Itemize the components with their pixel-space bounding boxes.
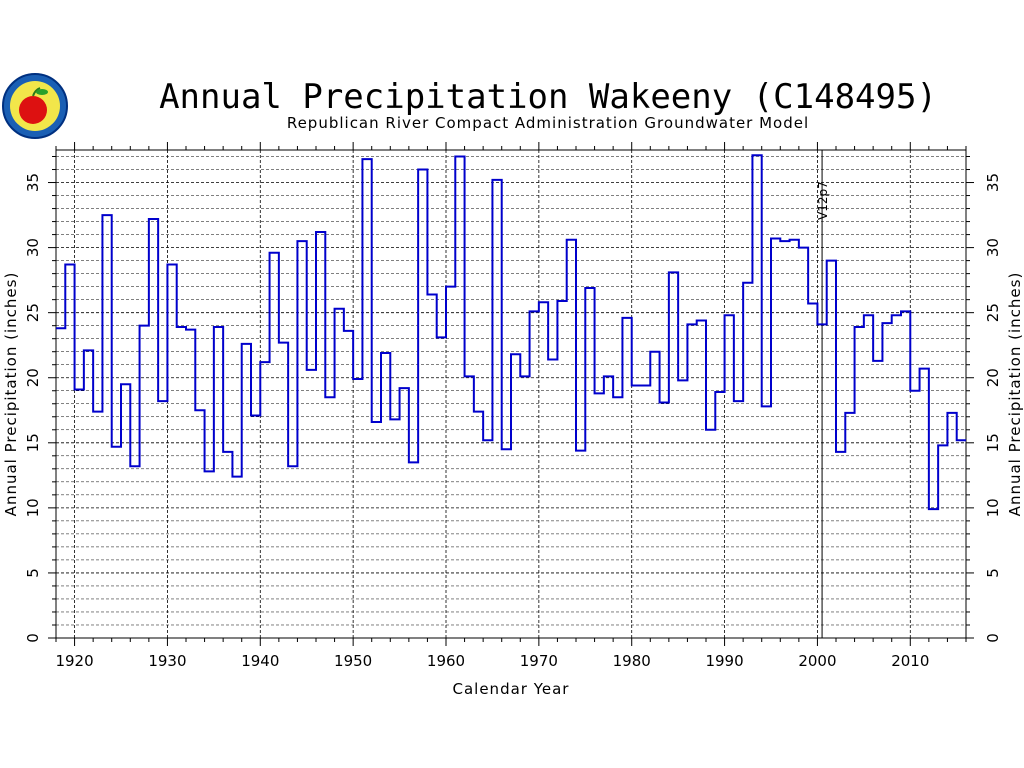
x-tick-label: 1940 <box>241 652 279 670</box>
y-tick-label-right: 15 <box>984 433 1002 452</box>
x-tick-label: 2010 <box>891 652 929 670</box>
y-tick-label-right: 5 <box>984 568 1002 578</box>
x-tick-label: 2000 <box>798 652 836 670</box>
x-tick-label: 1990 <box>705 652 743 670</box>
x-tick-label: 1950 <box>334 652 372 670</box>
plot-frame <box>55 149 967 639</box>
annotation-label: V12p7 <box>816 181 830 220</box>
y-tick-label-left: 10 <box>24 498 42 517</box>
y-tick-label-right: 0 <box>984 633 1002 643</box>
x-tick-label: 1930 <box>148 652 186 670</box>
y-tick-label-left: 5 <box>24 568 42 578</box>
x-tick-label: 1980 <box>613 652 651 670</box>
chart-subtitle: Republican River Compact Administration … <box>287 114 809 132</box>
y-tick-label-left: 25 <box>24 303 42 322</box>
y-tick-label-right: 30 <box>984 238 1002 257</box>
y-tick-label-left: 30 <box>24 238 42 257</box>
y-axis-ticks: 0 0 5 5 10 10 15 15 20 20 25 25 30 30 35 35 <box>24 156 1002 643</box>
y-tick-label-right: 25 <box>984 303 1002 322</box>
x-tick-label: 1960 <box>427 652 465 670</box>
chart-title: Annual Precipitation Wakeeny (C148495) <box>159 77 937 117</box>
x-tick-label: 1970 <box>520 652 558 670</box>
y-tick-label-left: 35 <box>24 173 42 192</box>
y-tick-label-right: 20 <box>984 368 1002 387</box>
y-tick-label-left: 15 <box>24 433 42 452</box>
y-tick-label-left: 20 <box>24 368 42 387</box>
rrca-logo <box>2 73 68 139</box>
y-axis-label-left: Annual Precipitation (inches) <box>2 272 20 517</box>
x-axis-ticks: 1920 1930 1940 1950 1960 1970 1980 1990 2000 2010 <box>55 142 967 670</box>
y-tick-label-left: 0 <box>24 633 42 643</box>
y-axis-label-right: Annual Precipitation (inches) <box>1006 272 1024 517</box>
series-line <box>56 154 966 511</box>
x-axis-label: Calendar Year <box>453 680 570 698</box>
y-tick-label-right: 10 <box>984 498 1002 517</box>
x-tick-label: 1920 <box>55 652 93 670</box>
y-tick-label-right: 35 <box>984 173 1002 192</box>
